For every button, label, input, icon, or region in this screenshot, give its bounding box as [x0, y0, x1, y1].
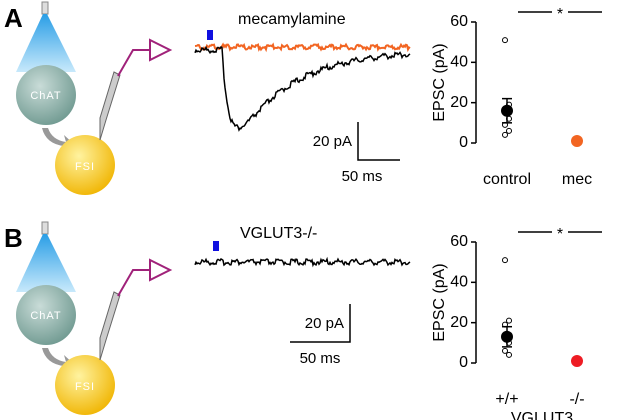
y-tick-label: 0: [459, 134, 468, 151]
node-label: ChAT: [30, 90, 61, 102]
x-tick-label: mec: [562, 171, 592, 188]
trace-drug: [194, 42, 411, 53]
electrode: [99, 291, 121, 361]
trace-title: VGLUT3-/-: [240, 225, 317, 242]
sig-bg: [552, 222, 568, 242]
significance: *: [557, 6, 563, 23]
y-tick-label: 60: [450, 233, 468, 250]
trace: [194, 256, 411, 268]
y-tick-label: 20: [450, 314, 468, 331]
mean: [501, 104, 513, 117]
y-tick-label: 20: [450, 94, 468, 111]
point: [502, 37, 508, 44]
fsi-cell: [55, 355, 115, 415]
mean: [571, 354, 583, 367]
scale-y: 20 pA: [313, 133, 352, 150]
node-label: ChAT: [30, 310, 61, 322]
electrode: [99, 71, 121, 141]
x-tick-label: +/+: [495, 391, 518, 408]
led: [41, 1, 49, 15]
point: [506, 351, 512, 358]
fsi-cell: [55, 135, 115, 195]
wire: [117, 49, 150, 77]
amp: [149, 258, 173, 282]
point: [506, 317, 512, 324]
node-label: FSI: [75, 381, 95, 393]
led: [41, 221, 49, 235]
point: [502, 131, 508, 138]
point: [506, 127, 512, 134]
wire: [117, 269, 150, 297]
x-tick-label: control: [483, 171, 531, 188]
point: [502, 347, 508, 354]
panel-label: A: [4, 3, 23, 33]
x-tick-label: -/-: [569, 391, 584, 408]
y-tick-label: 40: [450, 54, 468, 71]
y-tick-label: 60: [450, 13, 468, 30]
scale-bar: [357, 122, 400, 161]
light-cone: [16, 14, 76, 72]
mean: [501, 330, 513, 343]
stim-marker: [207, 30, 213, 40]
y-tick-label: 40: [450, 274, 468, 291]
point: [502, 257, 508, 264]
light-cone: [16, 234, 76, 292]
sig-bg: [552, 2, 568, 22]
significance: *: [557, 226, 563, 243]
amp: [149, 38, 173, 62]
stim-marker: [213, 241, 219, 251]
scale-bar: [290, 304, 351, 343]
scale-x: 50 ms: [342, 168, 383, 185]
trace: [194, 45, 411, 132]
x-axis-label: VGLUT3: [511, 410, 573, 420]
y-tick-label: 0: [459, 354, 468, 371]
y-axis-label: EPSC (pA): [431, 43, 448, 121]
mean: [571, 134, 583, 147]
scale-x: 50 ms: [300, 350, 341, 367]
chat-cell: [16, 285, 76, 345]
scale-y: 20 pA: [305, 315, 344, 332]
y-axis-label: EPSC (pA): [431, 263, 448, 341]
trace-title: mecamylamine: [238, 11, 346, 28]
panel-label: B: [4, 223, 23, 253]
node-label: FSI: [75, 161, 95, 173]
chat-cell: [16, 65, 76, 125]
